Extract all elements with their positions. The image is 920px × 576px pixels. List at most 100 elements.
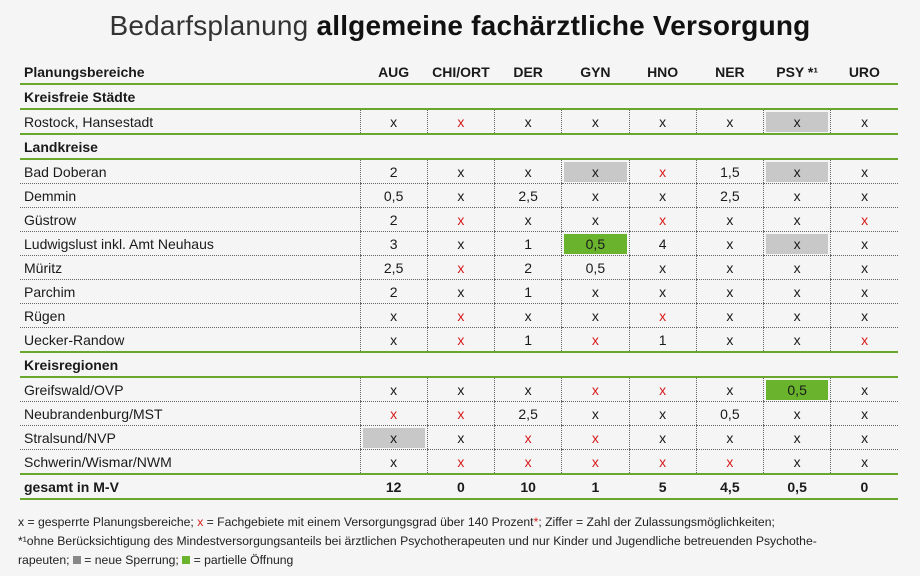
cell-aug: x: [359, 377, 428, 402]
cell-aug: x: [359, 425, 428, 450]
cell-value: x: [524, 163, 532, 180]
table-row: Güstrow 2 x x x x x x x: [20, 207, 898, 232]
cell-value: x: [861, 113, 869, 130]
cell-psy: 0,5: [762, 377, 831, 402]
header-hno: HNO: [629, 60, 697, 85]
total-der: 10: [494, 474, 562, 500]
cell-hno: x: [628, 109, 697, 135]
cell-der: 1: [493, 279, 562, 304]
cell-value: x: [726, 211, 734, 228]
cell-value: x: [659, 429, 667, 446]
title-bold: allgemeine fachärztliche Versorgung: [316, 10, 811, 41]
total-ner: 4,5: [696, 474, 764, 500]
cell-value: x: [457, 259, 465, 276]
grey-square-icon: [72, 556, 81, 564]
cell-chi-ort: x: [426, 109, 495, 135]
cell-gyn: x: [561, 303, 629, 328]
header-uro: URO: [830, 60, 898, 85]
section-row: Kreisregionen: [20, 352, 898, 378]
cell-value: 1: [524, 283, 533, 300]
cell-value: x: [726, 453, 734, 470]
legend-red-star: *: [533, 515, 539, 529]
legend-line-3: rapeuten; = neue Sperrung; = partielle Ö…: [18, 551, 908, 570]
cell-chi-ort: x: [426, 303, 495, 328]
section-title: Kreisregionen: [20, 352, 898, 378]
cell-psy: x: [762, 183, 831, 208]
cell-ner: 2,5: [695, 183, 764, 208]
cell-value: x: [659, 283, 667, 300]
cell-value: x: [726, 307, 734, 324]
cell-value: x: [861, 259, 869, 276]
cell-hno: x: [628, 449, 697, 475]
table-row: Greifswald/OVP x x x x x x 0,5 x: [20, 377, 898, 402]
cell-psy: x: [762, 231, 831, 256]
cell-der: x: [493, 377, 562, 402]
cell-psy: x: [762, 449, 831, 475]
cell-value: x: [861, 429, 869, 446]
row-name: Neubrandenburg/MST: [20, 401, 360, 426]
cell-value: x: [793, 331, 801, 348]
row-name: Ludwigslust inkl. Amt Neuhaus: [20, 231, 360, 256]
cell-value: x: [793, 187, 801, 204]
row-name: Uecker-Randow: [20, 327, 360, 353]
cell-value: x: [390, 307, 398, 324]
header-chi-ort: CHI/ORT: [427, 60, 495, 85]
cell-value: x: [591, 405, 599, 422]
cell-value: x: [793, 453, 801, 470]
cell-value: 0,5: [564, 233, 627, 254]
cell-value: x: [793, 307, 801, 324]
cell-der: x: [493, 207, 562, 232]
cell-value: x: [861, 405, 869, 422]
table-row: Uecker-Randow x x 1 x 1 x x x: [20, 327, 898, 353]
cell-value: x: [564, 161, 627, 182]
cell-value: x: [726, 429, 734, 446]
cell-value: x: [861, 235, 869, 252]
cell-value: x: [390, 405, 398, 422]
total-aug: 12: [360, 474, 428, 500]
table-row: Demmin 0,5 x 2,5 x x 2,5 x x: [20, 183, 898, 208]
cell-aug: 2: [359, 159, 428, 184]
section-row: Landkreise: [20, 134, 898, 160]
cell-value: 2: [524, 259, 533, 276]
cell-value: x: [793, 429, 801, 446]
cell-value: x: [793, 283, 801, 300]
cell-chi-ort: x: [426, 377, 495, 402]
table-row: Rügen x x x x x x x x: [20, 303, 898, 328]
cell-gyn: x: [561, 449, 629, 475]
legend-red-x: x: [197, 515, 204, 529]
cell-gyn: 0,5: [561, 255, 629, 280]
legend-footnote: x = gesperrte Planungsbereiche; x = Fach…: [18, 513, 908, 570]
cell-value: x: [524, 381, 532, 398]
row-name: Rügen: [20, 303, 360, 328]
cell-gyn: x: [561, 279, 629, 304]
total-row: gesamt in M-V 12 0 10 1 5 4,5 0,5 0: [20, 474, 898, 500]
cell-value: x: [766, 161, 829, 182]
cell-value: x: [524, 453, 532, 470]
legend-text: = partielle Öffnung: [190, 553, 294, 567]
cell-value: x: [591, 331, 599, 348]
cell-value: 0,5: [383, 187, 404, 204]
cell-value: x: [390, 381, 398, 398]
cell-ner: x: [695, 255, 764, 280]
cell-value: x: [726, 283, 734, 300]
header-aug: AUG: [360, 60, 428, 85]
cell-der: x: [493, 303, 562, 328]
cell-hno: x: [628, 303, 697, 328]
cell-value: 1: [658, 331, 667, 348]
header-psy: PSY *¹: [763, 60, 831, 85]
cell-chi-ort: x: [426, 401, 495, 426]
cell-value: x: [726, 235, 734, 252]
cell-chi-ort: x: [426, 255, 495, 280]
cell-gyn: x: [561, 377, 629, 402]
cell-value: 2: [389, 163, 398, 180]
legend-line-2: *¹ohne Berücksichtigung des Mindestverso…: [18, 534, 817, 548]
cell-ner: x: [695, 109, 764, 135]
cell-psy: x: [762, 279, 831, 304]
cell-aug: 0,5: [359, 183, 428, 208]
cell-gyn: x: [561, 159, 629, 184]
cell-aug: 2: [359, 207, 428, 232]
cell-uro: x: [830, 255, 898, 280]
total-uro: 0: [830, 474, 898, 500]
cell-value: x: [524, 307, 532, 324]
table-row: Neubrandenburg/MST x x 2,5 x x 0,5 x x: [20, 401, 898, 426]
